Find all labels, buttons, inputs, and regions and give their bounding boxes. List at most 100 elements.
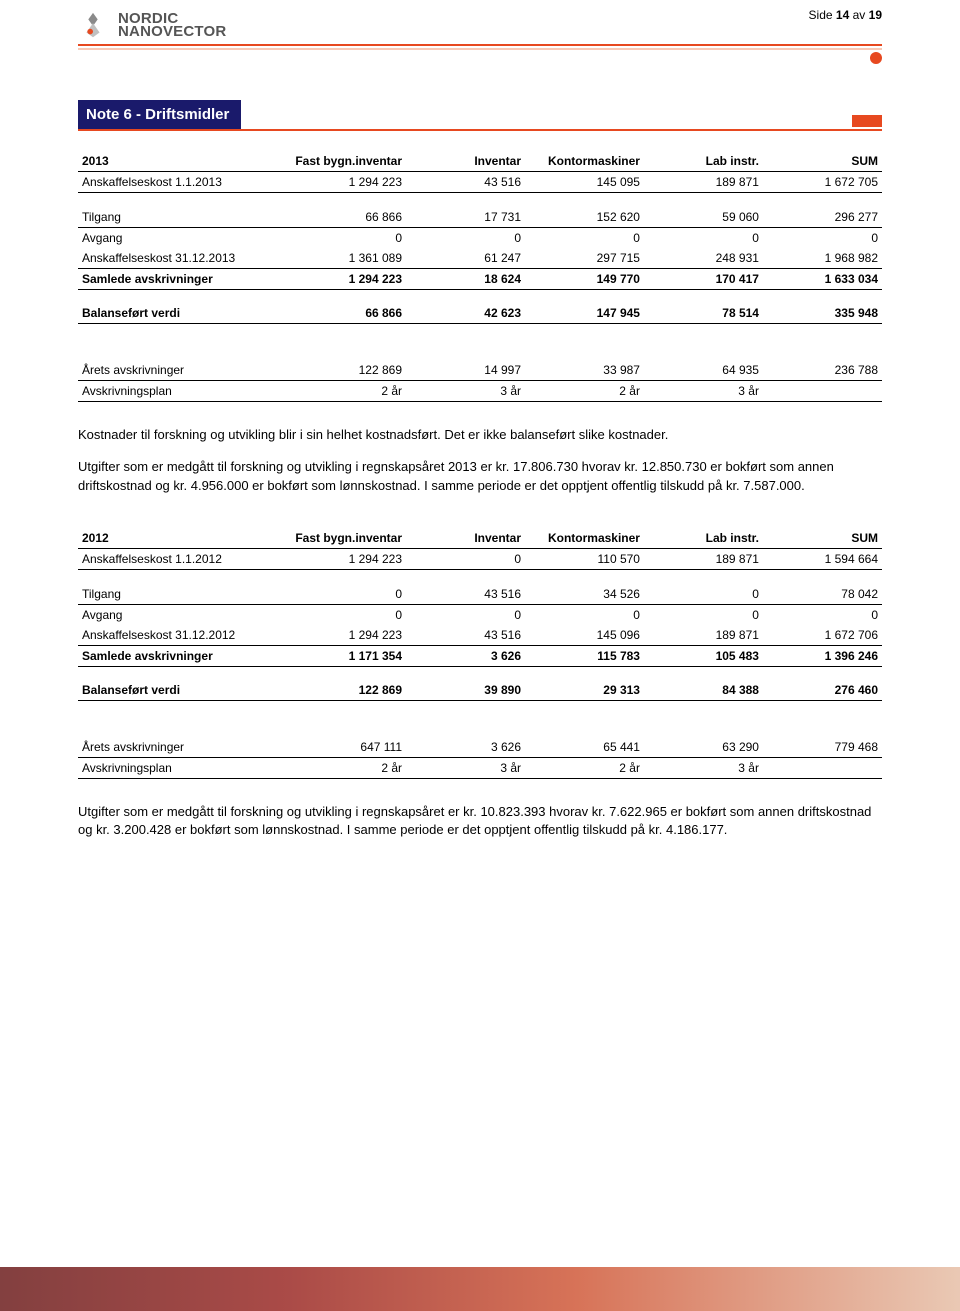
note-title: Note 6 - Driftsmidler bbox=[78, 100, 241, 129]
cell: 0 bbox=[644, 584, 763, 605]
cell: 64 935 bbox=[644, 360, 763, 381]
cell-label: Årets avskrivninger bbox=[78, 737, 287, 758]
cell-label: Avgang bbox=[78, 604, 287, 625]
cell: 115 783 bbox=[525, 645, 644, 666]
th-year: 2013 bbox=[78, 151, 287, 172]
cell bbox=[763, 757, 882, 778]
cell: 105 483 bbox=[644, 645, 763, 666]
header-rule bbox=[78, 44, 882, 50]
cell: 236 788 bbox=[763, 360, 882, 381]
cell: 145 095 bbox=[525, 172, 644, 193]
th-lab: Lab instr. bbox=[644, 528, 763, 549]
cell: 18 624 bbox=[406, 268, 525, 289]
paragraph: Utgifter som er medgått til forskning og… bbox=[78, 803, 882, 841]
th-year: 2012 bbox=[78, 528, 287, 549]
cell bbox=[763, 380, 882, 401]
cell: 779 468 bbox=[763, 737, 882, 758]
cell: 3 626 bbox=[406, 645, 525, 666]
cell: 189 871 bbox=[644, 172, 763, 193]
header-dot-icon bbox=[870, 52, 882, 64]
logo-icon bbox=[78, 10, 108, 40]
cell: 122 869 bbox=[287, 360, 406, 381]
cell: 65 441 bbox=[525, 737, 644, 758]
cell-label: Samlede avskrivninger bbox=[78, 268, 287, 289]
table-2012: 2012 Fast bygn.inventar Inventar Kontorm… bbox=[78, 528, 882, 779]
cell: 248 931 bbox=[644, 248, 763, 269]
cell: 66 866 bbox=[287, 303, 406, 324]
cell: 189 871 bbox=[644, 625, 763, 646]
prose-2012: Utgifter som er medgått til forskning og… bbox=[78, 803, 882, 841]
cell-label: Tilgang bbox=[78, 207, 287, 228]
cell: 1 396 246 bbox=[763, 645, 882, 666]
cell: 42 623 bbox=[406, 303, 525, 324]
logo-line2: NANOVECTOR bbox=[118, 25, 226, 39]
cell: 1 633 034 bbox=[763, 268, 882, 289]
table-row: Balanseført verdi 122 869 39 890 29 313 … bbox=[78, 680, 882, 701]
cell: 145 096 bbox=[525, 625, 644, 646]
cell-label: Balanseført verdi bbox=[78, 303, 287, 324]
cell: 2 år bbox=[525, 757, 644, 778]
cell: 59 060 bbox=[644, 207, 763, 228]
cell: 2 år bbox=[287, 380, 406, 401]
th-inventar: Inventar bbox=[406, 151, 525, 172]
cell: 189 871 bbox=[644, 549, 763, 570]
cell: 0 bbox=[644, 604, 763, 625]
cell-label: Årets avskrivninger bbox=[78, 360, 287, 381]
cell: 122 869 bbox=[287, 680, 406, 701]
cell: 1 968 982 bbox=[763, 248, 882, 269]
cell-label: Anskaffelseskost 31.12.2013 bbox=[78, 248, 287, 269]
cell: 43 516 bbox=[406, 584, 525, 605]
footer-decoration bbox=[0, 1267, 960, 1311]
page-of-word: av bbox=[853, 8, 866, 22]
cell: 149 770 bbox=[525, 268, 644, 289]
cell: 43 516 bbox=[406, 172, 525, 193]
cell-label: Avgang bbox=[78, 227, 287, 248]
th-inventar: Inventar bbox=[406, 528, 525, 549]
table-row: Avgang 0 0 0 0 0 bbox=[78, 227, 882, 248]
cell: 647 111 bbox=[287, 737, 406, 758]
table-row: Anskaffelseskost 1.1.2012 1 294 223 0 11… bbox=[78, 549, 882, 570]
cell: 0 bbox=[525, 604, 644, 625]
cell: 0 bbox=[644, 227, 763, 248]
th-kontor: Kontormaskiner bbox=[525, 528, 644, 549]
cell: 17 731 bbox=[406, 207, 525, 228]
cell: 1 294 223 bbox=[287, 268, 406, 289]
table-row: Avskrivningsplan 2 år 3 år 2 år 3 år bbox=[78, 380, 882, 401]
cell: 3 626 bbox=[406, 737, 525, 758]
cell: 33 987 bbox=[525, 360, 644, 381]
cell: 296 277 bbox=[763, 207, 882, 228]
table-row: Avgang 0 0 0 0 0 bbox=[78, 604, 882, 625]
title-marker-icon bbox=[852, 115, 882, 127]
cell-label: Samlede avskrivninger bbox=[78, 645, 287, 666]
cell: 34 526 bbox=[525, 584, 644, 605]
table-row: Balanseført verdi 66 866 42 623 147 945 … bbox=[78, 303, 882, 324]
cell-label: Anskaffelseskost 31.12.2012 bbox=[78, 625, 287, 646]
cell: 2 år bbox=[287, 757, 406, 778]
cell: 78 042 bbox=[763, 584, 882, 605]
th-sum: SUM bbox=[763, 151, 882, 172]
cell: 1 361 089 bbox=[287, 248, 406, 269]
page-total: 19 bbox=[869, 8, 882, 22]
table-row: Anskaffelseskost 31.12.2012 1 294 223 43… bbox=[78, 625, 882, 646]
cell: 1 294 223 bbox=[287, 172, 406, 193]
cell: 152 620 bbox=[525, 207, 644, 228]
cell-label: Avskrivningsplan bbox=[78, 380, 287, 401]
page-number: Side 14 av 19 bbox=[809, 8, 882, 22]
table-row: Årets avskrivninger 122 869 14 997 33 98… bbox=[78, 360, 882, 381]
cell: 1 672 706 bbox=[763, 625, 882, 646]
th-sum: SUM bbox=[763, 528, 882, 549]
cell: 0 bbox=[763, 604, 882, 625]
cell: 61 247 bbox=[406, 248, 525, 269]
cell: 2 år bbox=[525, 380, 644, 401]
paragraph: Utgifter som er medgått til forskning og… bbox=[78, 458, 882, 496]
cell: 29 313 bbox=[525, 680, 644, 701]
cell: 0 bbox=[287, 584, 406, 605]
cell: 3 år bbox=[644, 380, 763, 401]
cell: 335 948 bbox=[763, 303, 882, 324]
cell: 1 594 664 bbox=[763, 549, 882, 570]
page-current: 14 bbox=[836, 8, 849, 22]
cell: 0 bbox=[406, 227, 525, 248]
cell-label: Balanseført verdi bbox=[78, 680, 287, 701]
table-row: Årets avskrivninger 647 111 3 626 65 441… bbox=[78, 737, 882, 758]
cell: 84 388 bbox=[644, 680, 763, 701]
